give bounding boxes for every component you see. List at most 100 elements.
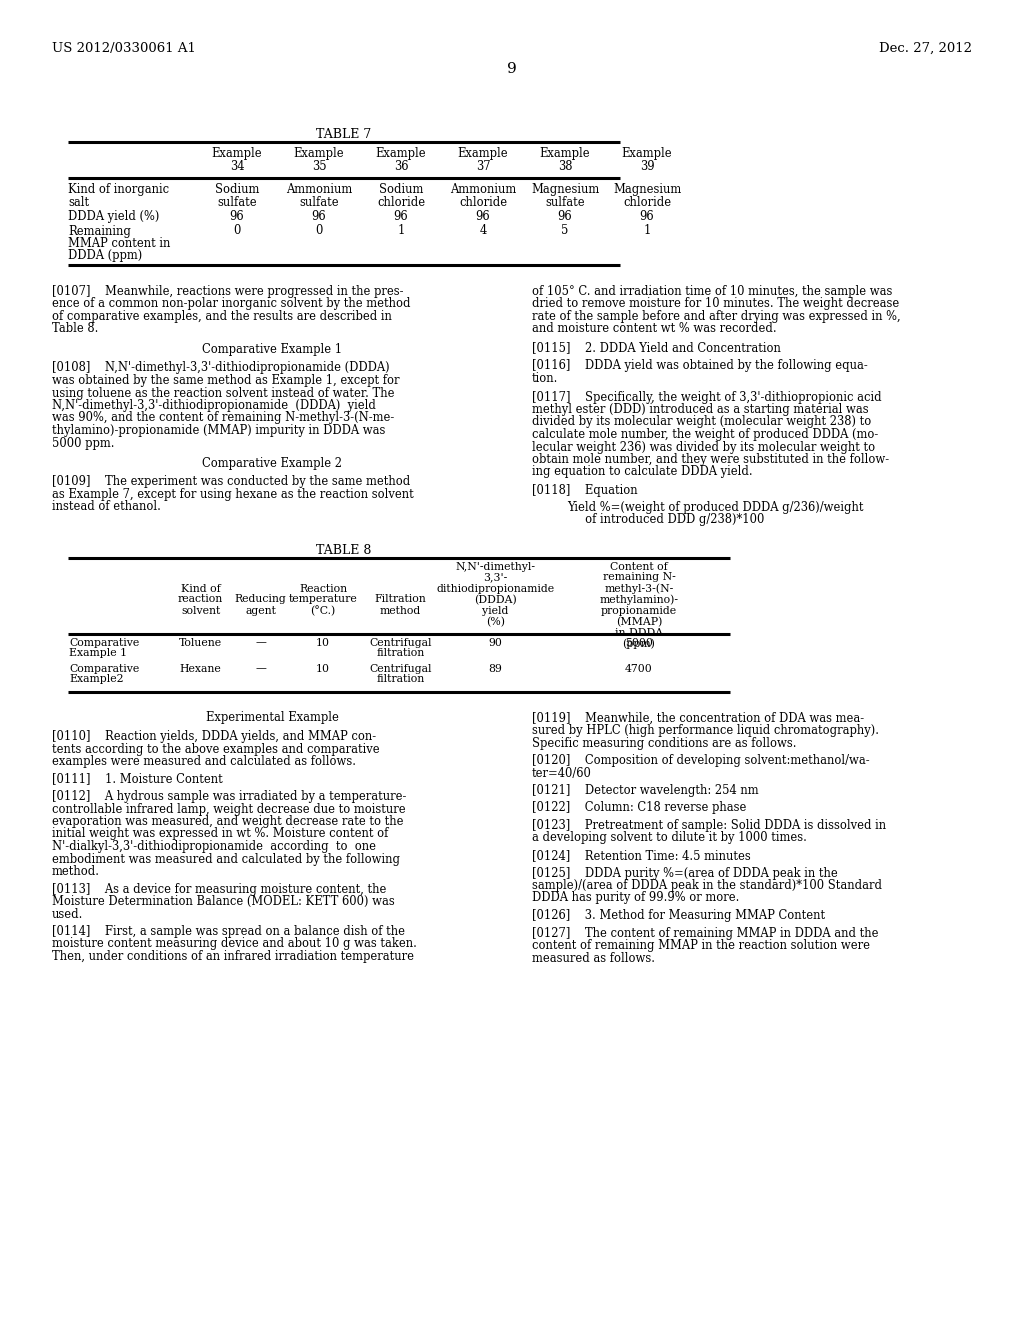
Text: (MMAP): (MMAP) [615,616,663,627]
Text: 3,3'-: 3,3'- [483,573,508,582]
Text: Then, under conditions of an infrared irradiation temperature: Then, under conditions of an infrared ir… [52,950,414,964]
Text: 5: 5 [561,224,568,238]
Text: 96: 96 [393,210,409,223]
Text: evaporation was measured, and weight decrease rate to the: evaporation was measured, and weight dec… [52,814,403,828]
Text: chloride: chloride [459,195,507,209]
Text: Ammonium: Ammonium [450,183,516,195]
Text: Comparative: Comparative [69,664,139,673]
Text: used.: used. [52,908,83,920]
Text: 96: 96 [229,210,245,223]
Text: agent: agent [245,606,275,615]
Text: [0120]    Composition of developing solvent:methanol/wa-: [0120] Composition of developing solvent… [532,754,869,767]
Text: Table 8.: Table 8. [52,322,98,335]
Text: thylamino)-propionamide (MMAP) impurity in DDDA was: thylamino)-propionamide (MMAP) impurity … [52,424,385,437]
Text: N,N'-dimethyl-3,3'-dithiodipropionamide  (DDDA)  yield: N,N'-dimethyl-3,3'-dithiodipropionamide … [52,399,376,412]
Text: Specific measuring conditions are as follows.: Specific measuring conditions are as fol… [532,737,797,750]
Text: sulfate: sulfate [217,195,257,209]
Text: Sodium: Sodium [215,183,259,195]
Text: Example: Example [622,147,673,160]
Text: of 105° C. and irradiation time of 10 minutes, the sample was: of 105° C. and irradiation time of 10 mi… [532,285,892,298]
Text: 37: 37 [476,160,490,173]
Text: Content of: Content of [610,561,668,572]
Text: measured as follows.: measured as follows. [532,952,655,965]
Text: Ammonium: Ammonium [286,183,352,195]
Text: ter=40/60: ter=40/60 [532,767,592,780]
Text: was 90%, and the content of remaining N-methyl-3-(N-me-: was 90%, and the content of remaining N-… [52,412,394,425]
Text: 1: 1 [397,224,404,238]
Text: of introduced DDD g/238)*100: of introduced DDD g/238)*100 [567,513,764,525]
Text: Comparative Example 1: Comparative Example 1 [202,343,342,356]
Text: N'-dialkyl-3,3'-dithiodipropionamide  according  to  one: N'-dialkyl-3,3'-dithiodipropionamide acc… [52,840,376,853]
Text: ence of a common non-polar inorganic solvent by the method: ence of a common non-polar inorganic sol… [52,297,411,310]
Text: MMAP content in: MMAP content in [68,238,170,249]
Text: reaction: reaction [178,594,223,605]
Text: Sodium: Sodium [379,183,423,195]
Text: [0111]    1. Moisture Content: [0111] 1. Moisture Content [52,772,223,785]
Text: methylamino)-: methylamino)- [599,594,679,605]
Text: lecular weight 236) was divided by its molecular weight to: lecular weight 236) was divided by its m… [532,441,876,454]
Text: TABLE 7: TABLE 7 [316,128,372,141]
Text: Dec. 27, 2012: Dec. 27, 2012 [879,42,972,55]
Text: obtain mole number, and they were substituted in the follow-: obtain mole number, and they were substi… [532,453,889,466]
Text: 9: 9 [507,62,517,77]
Text: dried to remove moisture for 10 minutes. The weight decrease: dried to remove moisture for 10 minutes.… [532,297,899,310]
Text: using toluene as the reaction solvent instead of water. The: using toluene as the reaction solvent in… [52,387,394,400]
Text: divided by its molecular weight (molecular weight 238) to: divided by its molecular weight (molecul… [532,416,871,429]
Text: 35: 35 [311,160,327,173]
Text: filtration: filtration [377,648,425,659]
Text: Example 1: Example 1 [69,648,127,659]
Text: Yield %=(weight of produced DDDA g/236)/weight: Yield %=(weight of produced DDDA g/236)/… [567,500,863,513]
Text: solvent: solvent [181,606,220,615]
Text: [0127]    The content of remaining MMAP in DDDA and the: [0127] The content of remaining MMAP in … [532,927,879,940]
Text: and moisture content wt % was recorded.: and moisture content wt % was recorded. [532,322,776,335]
Text: [0113]    As a device for measuring moisture content, the: [0113] As a device for measuring moistur… [52,883,386,895]
Text: [0122]    Column: C18 reverse phase: [0122] Column: C18 reverse phase [532,801,746,814]
Text: yield: yield [482,606,509,615]
Text: sulfate: sulfate [299,195,339,209]
Text: DDDA has purity of 99.9% or more.: DDDA has purity of 99.9% or more. [532,891,739,904]
Text: 0: 0 [315,224,323,238]
Text: [0114]    First, a sample was spread on a balance dish of the: [0114] First, a sample was spread on a b… [52,925,406,939]
Text: 89: 89 [488,664,503,673]
Text: controllable infrared lamp, weight decrease due to moisture: controllable infrared lamp, weight decre… [52,803,406,816]
Text: instead of ethanol.: instead of ethanol. [52,500,161,513]
Text: Kind of inorganic: Kind of inorganic [68,183,169,195]
Text: methyl ester (DDD) introduced as a starting material was: methyl ester (DDD) introduced as a start… [532,403,868,416]
Text: [0109]    The experiment was conducted by the same method: [0109] The experiment was conducted by t… [52,475,411,488]
Text: [0108]    N,N'-dimethyl-3,3'-dithiodipropionamide (DDDA): [0108] N,N'-dimethyl-3,3'-dithiodipropio… [52,362,389,375]
Text: temperature: temperature [289,594,357,605]
Text: 96: 96 [476,210,490,223]
Text: DDDA (ppm): DDDA (ppm) [68,249,142,263]
Text: Example2: Example2 [69,675,124,685]
Text: a developing solvent to dilute it by 1000 times.: a developing solvent to dilute it by 100… [532,832,807,845]
Text: (ppm): (ppm) [623,639,655,649]
Text: [0116]    DDDA yield was obtained by the following equa-: [0116] DDDA yield was obtained by the fo… [532,359,867,372]
Text: tion.: tion. [532,372,558,385]
Text: methyl-3-(N-: methyl-3-(N- [604,583,674,594]
Text: [0115]    2. DDDA Yield and Concentration: [0115] 2. DDDA Yield and Concentration [532,341,781,354]
Text: method.: method. [52,865,100,878]
Text: US 2012/0330061 A1: US 2012/0330061 A1 [52,42,196,55]
Text: [0121]    Detector wavelength: 254 nm: [0121] Detector wavelength: 254 nm [532,784,759,797]
Text: Comparative Example 2: Comparative Example 2 [202,457,342,470]
Text: [0118]    Equation: [0118] Equation [532,484,638,498]
Text: 1: 1 [643,224,650,238]
Text: moisture content measuring device and about 10 g was taken.: moisture content measuring device and ab… [52,937,417,950]
Text: salt: salt [68,195,89,209]
Text: [0125]    DDDA purity %=(area of DDDA peak in the: [0125] DDDA purity %=(area of DDDA peak … [532,866,838,879]
Text: calculate mole number, the weight of produced DDDA (mo-: calculate mole number, the weight of pro… [532,428,879,441]
Text: 39: 39 [640,160,654,173]
Text: in DDDA: in DDDA [615,627,664,638]
Text: Kind of: Kind of [180,583,220,594]
Text: Example: Example [294,147,344,160]
Text: Toluene: Toluene [179,638,222,648]
Text: TABLE 8: TABLE 8 [316,544,372,557]
Text: [0124]    Retention Time: 4.5 minutes: [0124] Retention Time: 4.5 minutes [532,849,751,862]
Text: 4700: 4700 [625,664,653,673]
Text: 5000 ppm.: 5000 ppm. [52,437,115,450]
Text: [0123]    Pretreatment of sample: Solid DDDA is dissolved in: [0123] Pretreatment of sample: Solid DDD… [532,818,886,832]
Text: 96: 96 [640,210,654,223]
Text: [0110]    Reaction yields, DDDA yields, and MMAP con-: [0110] Reaction yields, DDDA yields, and… [52,730,376,743]
Text: [0112]    A hydrous sample was irradiated by a temperature-: [0112] A hydrous sample was irradiated b… [52,789,407,803]
Text: —: — [255,664,266,673]
